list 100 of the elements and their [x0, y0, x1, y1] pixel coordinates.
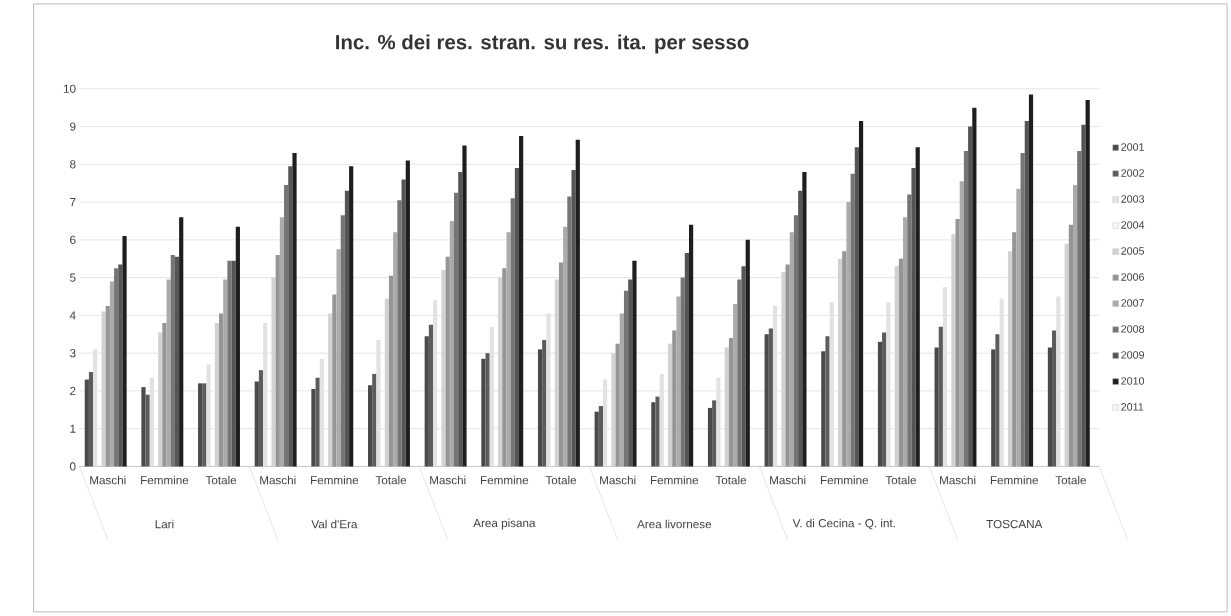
x-tick-label: Femmine	[311, 475, 359, 485]
x-tick-label: Femmine	[990, 475, 1039, 485]
bar	[1020, 153, 1025, 467]
bar	[915, 147, 920, 467]
bar	[821, 351, 826, 467]
bar	[336, 249, 341, 467]
chart-title: Inc. % dei res. stran. su res. ita. per sesso	[336, 34, 749, 54]
bar	[424, 336, 429, 467]
bar	[789, 232, 794, 467]
bar	[84, 379, 89, 467]
bar	[223, 279, 228, 467]
bar	[850, 173, 855, 467]
bar	[594, 411, 599, 467]
bar	[114, 268, 119, 467]
y-tick-label: 10	[63, 84, 76, 94]
bar	[684, 253, 689, 467]
bar	[449, 221, 454, 467]
bar	[311, 389, 316, 467]
legend-label: 2007	[1121, 299, 1144, 307]
x-tick-label: Maschi	[770, 475, 806, 485]
x-tick-label: Femmine	[650, 475, 699, 485]
bar	[198, 383, 203, 467]
bar	[485, 353, 490, 467]
bar	[903, 217, 908, 467]
bar	[202, 383, 207, 467]
bar	[122, 236, 127, 467]
legend-label: 2008	[1121, 325, 1145, 333]
bar	[288, 166, 293, 467]
bar	[118, 264, 123, 467]
bar	[963, 151, 969, 467]
bar	[1085, 100, 1090, 467]
x-tick-label: Totale	[545, 475, 577, 485]
x-tick-label: Maschi	[90, 475, 126, 485]
bar	[279, 217, 285, 467]
bar	[1028, 94, 1034, 467]
bar	[1047, 347, 1053, 467]
bar	[798, 190, 803, 467]
bar	[858, 121, 864, 467]
bar	[938, 326, 943, 467]
bar	[481, 358, 486, 467]
bar	[623, 290, 629, 467]
bar	[802, 171, 807, 467]
bar	[537, 349, 543, 467]
x-tick-label: Totale	[205, 475, 237, 485]
legend-label: 2006	[1121, 273, 1145, 281]
y-tick-label: 0	[69, 462, 76, 471]
bar	[575, 139, 580, 467]
bar	[567, 196, 572, 467]
bar	[174, 256, 180, 467]
bar	[405, 160, 410, 467]
y-tick-label: 8	[70, 160, 76, 169]
bar	[1052, 330, 1057, 467]
bar	[401, 179, 406, 467]
bar	[458, 171, 463, 467]
bar	[454, 192, 459, 467]
bar	[934, 347, 939, 467]
bar	[372, 374, 377, 467]
x-tick-label: Femmine	[820, 475, 869, 485]
bar	[368, 385, 373, 467]
bar	[972, 107, 977, 467]
bar	[506, 232, 511, 467]
bar	[179, 217, 184, 467]
x-tick-label: Femmine	[141, 475, 189, 485]
y-tick-label: 1	[70, 424, 76, 433]
legend-label: 2002	[1121, 169, 1144, 177]
bar	[349, 166, 354, 467]
bar	[680, 277, 685, 467]
text: V. di Cecina - Q. int.	[792, 518, 895, 530]
legend-label: 2009	[1121, 351, 1145, 359]
bar	[793, 215, 799, 467]
bar	[428, 324, 434, 467]
bar	[315, 377, 320, 467]
x-tick-label: Maschi	[260, 475, 296, 485]
bar	[745, 239, 750, 467]
bar	[877, 341, 883, 467]
y-tick-label: 7	[70, 198, 76, 207]
legend-label: 2004	[1121, 221, 1145, 229]
bar	[655, 396, 660, 467]
bar	[462, 145, 467, 467]
bar	[737, 279, 742, 467]
x-tick-label: Maschi	[600, 475, 636, 485]
bar	[1077, 151, 1082, 467]
bar	[393, 232, 398, 467]
bar	[768, 328, 773, 467]
x-tick-label: Totale	[885, 475, 916, 485]
bar	[284, 185, 289, 467]
bar	[846, 202, 851, 467]
bar	[741, 266, 746, 467]
bar	[563, 226, 568, 467]
bar	[231, 260, 236, 467]
x-tick-label: Maschi	[940, 475, 976, 485]
bar	[397, 200, 402, 467]
bar	[764, 334, 769, 467]
bar	[968, 126, 973, 467]
bar	[166, 279, 171, 467]
bar	[542, 340, 547, 467]
bar	[707, 408, 713, 467]
legend-label: 2005	[1121, 247, 1145, 255]
x-tick-label: Totale	[375, 475, 407, 485]
bar	[598, 406, 603, 467]
